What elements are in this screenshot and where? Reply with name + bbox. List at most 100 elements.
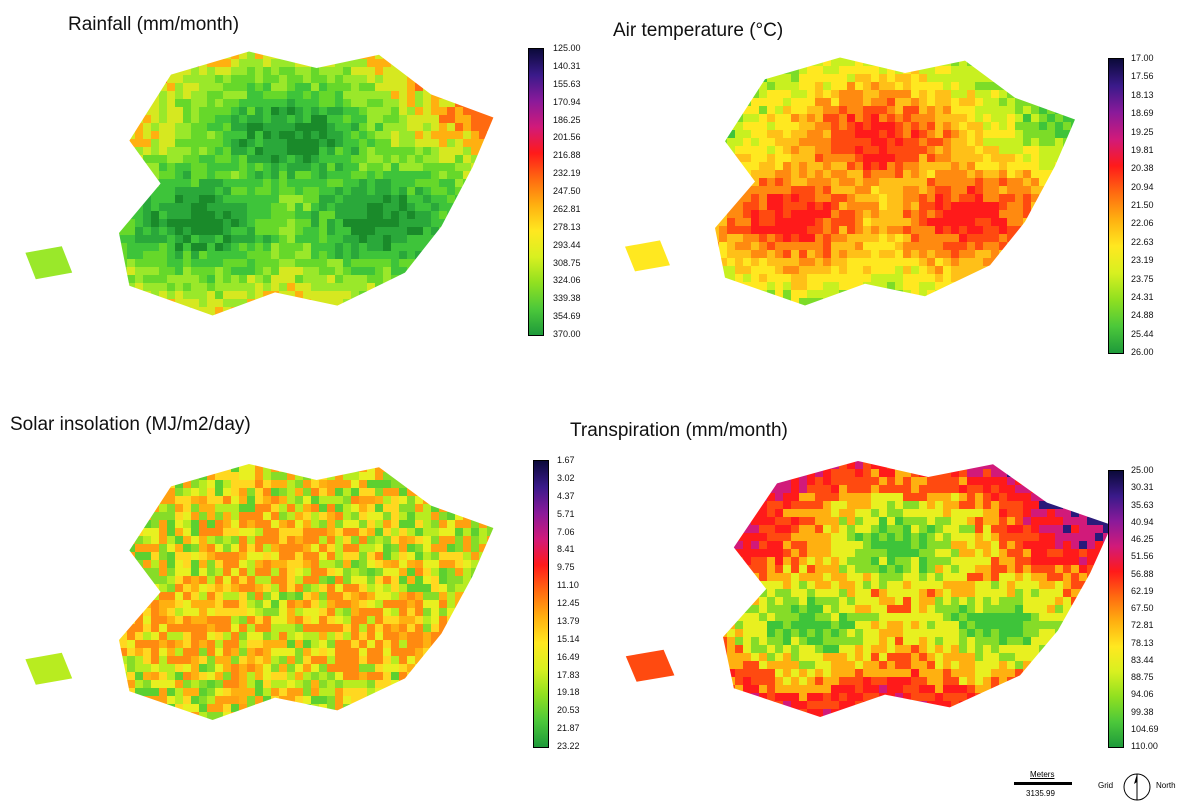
panel-title: Solar insolation (MJ/m2/day) [10, 414, 251, 435]
legend-tick-label: 19.81 [1131, 144, 1154, 155]
legend-tick-label: 46.25 [1131, 534, 1154, 544]
legend-tick-label: 17.00 [1131, 53, 1154, 63]
north-arrow: Grid North [1098, 772, 1193, 802]
panel-transpiration: Transpiration (mm/month) 25.00 30.31 35.63… [560, 400, 1193, 751]
legend-tick-label: 8.41 [557, 544, 575, 555]
legend-tick-label: 24.31 [1131, 291, 1154, 302]
legend-tick-label: 23.19 [1131, 255, 1154, 266]
legend-tick-label: 99.38 [1131, 706, 1154, 717]
legend-tick-label: 170.94 [553, 96, 581, 107]
legend-tick-label: 216.88 [553, 150, 581, 161]
legend-tick-label: 18.13 [1131, 89, 1154, 100]
legend-tick-label: 20.94 [1131, 181, 1154, 192]
legend-tick-label: 23.75 [1131, 273, 1154, 284]
solar-insolation-map [25, 464, 494, 720]
map-raster [119, 464, 494, 720]
legend-tick-label: 21.87 [557, 723, 580, 734]
legend-tick-label: 3.02 [557, 472, 575, 483]
legend-tick-label: 83.44 [1131, 654, 1154, 665]
panel-title: Air temperature (°C) [613, 20, 784, 41]
legend-tick-label: 232.19 [553, 168, 581, 179]
legend-tick-label: 19.18 [557, 687, 580, 698]
legend-tick-label: 51.56 [1131, 551, 1154, 562]
legend-tick-label: 16.49 [557, 651, 580, 662]
map-fragment [25, 246, 73, 280]
map-fragment [625, 240, 670, 272]
legend-tick-label: 186.25 [553, 114, 581, 125]
legend-tick-label: 22.06 [1131, 218, 1154, 229]
scale-bar-value: 3135.99 [1026, 789, 1055, 798]
legend-tick-label: 247.50 [553, 186, 581, 196]
legend-colorbar [528, 48, 544, 336]
legend-tick-label: 278.13 [553, 221, 581, 232]
transpiration-map [625, 461, 1112, 717]
legend-tick-label: 13.79 [557, 615, 580, 626]
legend-tick-label: 17.56 [1131, 71, 1154, 82]
legend-tick-label: 20.38 [1131, 163, 1154, 174]
legend-tick-label: 21.50 [1131, 200, 1154, 210]
panel-solar-insolation: Solar insolation (MJ/m2/day) 1.67 3.02 4.3… [0, 400, 600, 751]
map-raster [119, 51, 494, 316]
north-arrow-grid-label: Grid [1098, 781, 1114, 790]
legend-tick-label: 30.31 [1131, 482, 1154, 493]
legend-tick-label: 12.45 [557, 598, 580, 608]
panel-title: Rainfall (mm/month) [68, 14, 240, 35]
map-fragment [25, 652, 73, 685]
legend-tick-label: 155.63 [553, 78, 581, 89]
panel-rainfall: Rainfall (mm/month) 125.00 140.31 155.63 17… [0, 0, 600, 380]
scale-bar: Meters 3135.99 [1010, 770, 1080, 804]
legend-tick-label: 324.06 [553, 275, 581, 286]
legend-tick-label: 56.88 [1131, 568, 1154, 579]
scale-bar-line [1014, 782, 1072, 785]
legend-tick-label: 5.71 [557, 508, 575, 519]
legend-tick-label: 11.10 [557, 580, 579, 591]
legend-tick-label: 370.00 [553, 329, 581, 339]
legend-tick-label: 104.69 [1131, 723, 1159, 734]
legend-tick-label: 125.00 [553, 43, 581, 53]
legend-colorbar [533, 460, 549, 748]
legend-tick-label: 20.53 [557, 705, 580, 716]
north-arrow-icon [1123, 773, 1151, 801]
legend-tick-label: 72.81 [1131, 620, 1154, 631]
legend-tick-label: 78.13 [1131, 637, 1154, 648]
legend-tick-label: 9.75 [557, 562, 575, 573]
legend-tick-label: 25.00 [1131, 465, 1154, 475]
legend-tick-label: 35.63 [1131, 499, 1154, 510]
legend-tick-label: 25.44 [1131, 328, 1154, 339]
map-fragment [625, 649, 675, 682]
map-raster [723, 461, 1112, 717]
legend-tick-label: 1.67 [557, 455, 575, 465]
air-temperature-map [625, 57, 1075, 306]
legend-tick-label: 24.88 [1131, 310, 1154, 321]
legend-tick-label: 22.63 [1131, 236, 1154, 247]
map-raster [715, 57, 1075, 306]
legend-tick-label: 110.00 [1131, 741, 1158, 751]
legend-tick-label: 88.75 [1131, 672, 1154, 682]
legend-tick-label: 19.25 [1131, 126, 1154, 137]
legend-colorbar [1108, 58, 1124, 354]
legend-tick-label: 308.75 [553, 257, 581, 268]
legend-tick-label: 7.06 [557, 526, 575, 537]
legend-tick-label: 140.31 [553, 60, 581, 71]
legend-tick-label: 201.56 [553, 132, 581, 143]
legend-tick-label: 94.06 [1131, 689, 1154, 700]
legend-tick-label: 262.81 [553, 203, 581, 214]
panel-air-temperature: Air temperature (°C) 17.00 17.56 18.13 18.6… [600, 0, 1193, 380]
legend-tick-label: 23.22 [557, 741, 580, 751]
legend-tick-label: 18.69 [1131, 108, 1154, 119]
north-arrow-north-label: North [1156, 781, 1176, 790]
legend-tick-label: 293.44 [553, 239, 581, 250]
legend-tick-label: 62.19 [1131, 585, 1154, 596]
rainfall-map [25, 51, 494, 316]
legend-colorbar [1108, 470, 1124, 748]
legend-tick-label: 339.38 [553, 293, 581, 304]
scale-bar-unit: Meters [1030, 770, 1055, 779]
panel-title: Transpiration (mm/month) [570, 420, 788, 441]
legend-tick-label: 17.83 [557, 669, 580, 680]
legend-tick-label: 40.94 [1131, 516, 1154, 527]
legend-tick-label: 26.00 [1131, 347, 1154, 357]
legend-tick-label: 67.50 [1131, 603, 1154, 613]
legend-tick-label: 354.69 [553, 311, 581, 322]
legend-tick-label: 4.37 [557, 490, 575, 501]
legend-tick-label: 15.14 [557, 633, 580, 644]
